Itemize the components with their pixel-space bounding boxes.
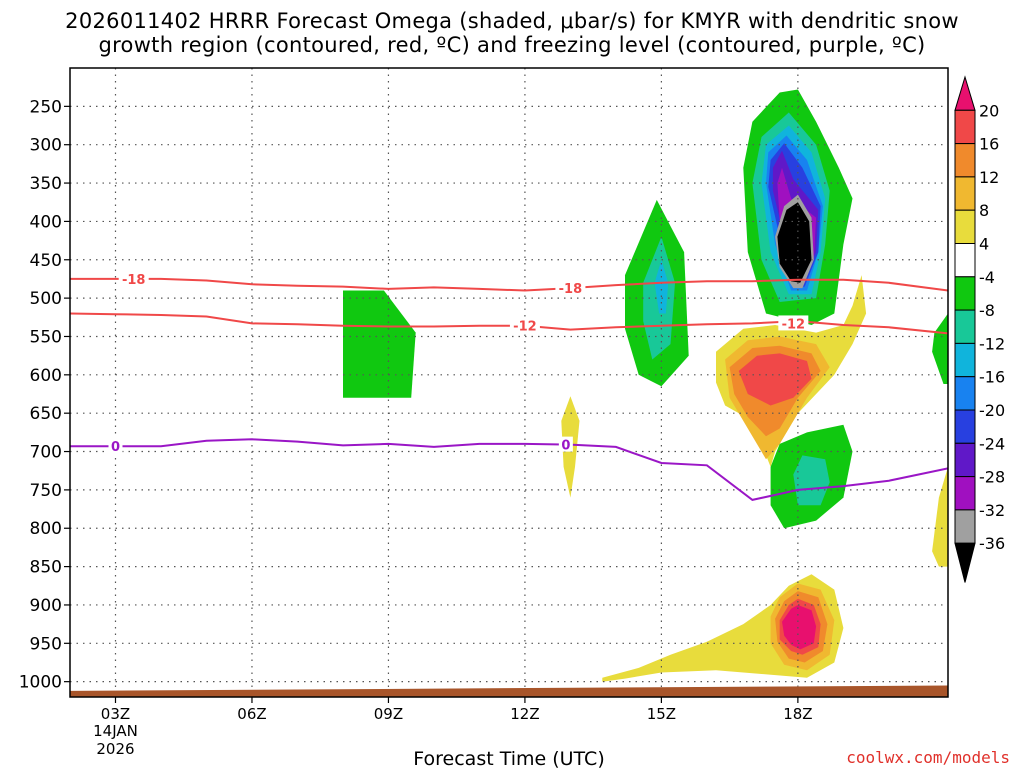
y-tick-label-650: 650 — [30, 404, 62, 424]
colorbar-bin-14 — [954, 542, 976, 583]
colorbar-bin-5 — [954, 243, 976, 278]
colorbar-bin-7 — [954, 309, 976, 344]
ground-surface — [70, 685, 948, 697]
colorbar-label-10: -24 — [979, 434, 1005, 453]
contour-label-extra-0-bg — [555, 280, 586, 296]
colorbar-bin-4 — [954, 209, 976, 244]
colorbar-bin-6 — [954, 276, 976, 311]
colorbar-label-7: -12 — [979, 334, 1005, 353]
colorbar-label-6: -8 — [979, 301, 995, 320]
colorbar-label-8: -16 — [979, 368, 1005, 387]
y-tick-label-250: 250 — [30, 97, 62, 117]
y-tick-label-300: 300 — [30, 136, 62, 156]
contour-label-extra-1: -12 — [782, 317, 806, 332]
y-tick-label-350: 350 — [30, 174, 62, 194]
omega-region-3 — [654, 259, 669, 314]
chart-title-line-1: 2026011402 HRRR Forecast Omega (shaded, … — [65, 9, 959, 33]
x-tick-label-18Z: 18Z — [783, 705, 812, 723]
y-tick-label-700: 700 — [30, 443, 62, 463]
x-tick-label-06Z: 06Z — [237, 705, 266, 723]
colorbar-bin-1 — [954, 109, 976, 145]
contour-label-dgz-minus12: -12 — [513, 320, 537, 335]
y-tick-label-900: 900 — [30, 596, 62, 616]
chart-title-line-2: growth region (contoured, red, ºC) and f… — [98, 33, 926, 57]
omega-region-19 — [932, 313, 948, 384]
omega-region-18 — [793, 455, 830, 506]
colorbar-bin-8 — [954, 342, 976, 378]
y-tick-label-750: 750 — [30, 481, 62, 501]
contour-dgz-minus18 — [70, 277, 948, 292]
colorbar-bin-0 — [954, 75, 976, 111]
omega-region-12 — [777, 202, 812, 283]
y-tick-label-1000: 1000 — [19, 673, 62, 693]
y-tick-label-950: 950 — [30, 634, 62, 654]
contour-label-freezing-level-0: 0 — [111, 440, 120, 455]
colorbar-label-3: 8 — [979, 201, 989, 220]
y-tick-label-850: 850 — [30, 558, 62, 578]
colorbar-label-1: 16 — [979, 135, 999, 154]
colorbar-label-0: 20 — [979, 101, 999, 120]
colorbar-bin-3 — [954, 176, 976, 211]
omega-region-0 — [343, 290, 416, 398]
omega-region-20 — [932, 466, 948, 567]
omega-region-26 — [782, 605, 817, 650]
contour-label-dgz-minus18: -18 — [122, 273, 146, 288]
contour-label-freezing-level-0-bg — [108, 438, 123, 454]
contour-label-extra-2: 0 — [561, 439, 570, 454]
colorbar-bin-11 — [954, 442, 976, 478]
x-tick-label-09Z: 09Z — [374, 705, 403, 723]
contour-label-dgz-minus18-bg — [118, 270, 149, 286]
plot-area: -18 -12 0 -18 -12 0 — [70, 68, 948, 697]
x-tick-label-03Z: 03Z — [101, 705, 130, 723]
colorbar-bin-13 — [954, 509, 976, 544]
x-tick-label-15Z: 15Z — [647, 705, 676, 723]
colorbar-label-13: -36 — [979, 534, 1005, 553]
colorbar-bin-2 — [954, 143, 976, 178]
y-tick-label-400: 400 — [30, 212, 62, 232]
plot-frame — [69, 67, 949, 698]
colorbar-label-9: -20 — [979, 401, 1005, 420]
omega-region-16 — [738, 353, 812, 406]
y-tick-label-500: 500 — [30, 289, 62, 309]
contour-label-extra-2-bg — [558, 436, 573, 452]
y-tick-label-600: 600 — [30, 366, 62, 386]
colorbar-bin-12 — [954, 476, 976, 511]
y-tick-label-550: 550 — [30, 327, 62, 347]
colorbar-label-2: 12 — [979, 168, 999, 187]
contour-label-extra-0: -18 — [559, 282, 583, 297]
x-tick-sublabel-year: 2026 — [96, 740, 134, 758]
colorbar-label-5: -4 — [979, 268, 995, 287]
contour-label-extra-1-bg — [778, 315, 809, 331]
contour-label-dgz-minus12-bg — [509, 317, 540, 333]
colorbar-label-11: -28 — [979, 468, 1005, 487]
credit-text: coolwx.com/models — [846, 748, 1010, 767]
x-tick-label-12Z: 12Z — [510, 705, 539, 723]
colorbar-bin-10 — [954, 409, 976, 444]
colorbar-bin-9 — [954, 376, 976, 411]
contour-freezing-level-0 — [70, 438, 948, 501]
y-tick-label-800: 800 — [30, 519, 62, 539]
x-tick-sublabel-date: 14JAN — [93, 722, 138, 740]
y-tick-label-450: 450 — [30, 251, 62, 271]
x-axis-title: Forecast Time (UTC) — [413, 748, 604, 768]
colorbar-label-12: -32 — [979, 501, 1005, 520]
colorbar-label-4: 4 — [979, 235, 989, 254]
